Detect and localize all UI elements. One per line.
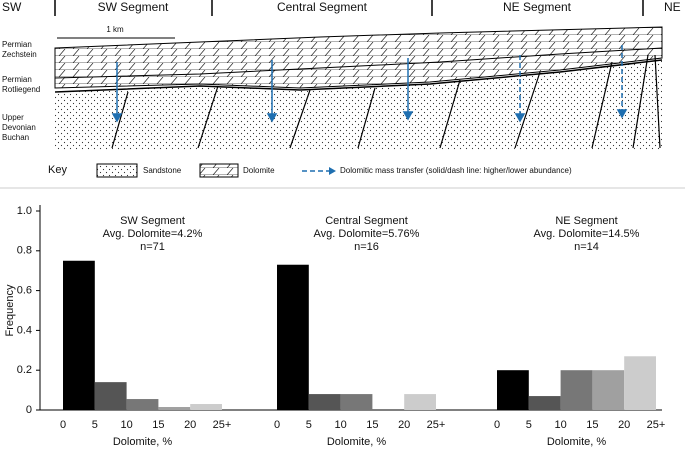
key-title: Key	[48, 164, 67, 176]
bar	[592, 370, 625, 410]
scale-label: 1 km	[106, 25, 124, 34]
bar	[277, 264, 309, 410]
y-tick-label: 0.4	[17, 324, 32, 336]
bar	[63, 260, 95, 410]
annotation: n=14	[574, 241, 599, 253]
x-tick-label: 5	[92, 419, 98, 431]
x-tick-label: 0	[60, 419, 66, 431]
bar	[340, 394, 373, 410]
y-tick-label: 1.0	[17, 205, 32, 217]
x-tick-label: 25+	[213, 419, 232, 431]
bar	[94, 382, 127, 410]
y-tick-label: 0.2	[17, 364, 32, 376]
chart-subtitle: Avg. Dolomite=14.5%	[534, 228, 640, 240]
x-tick-label: 15	[366, 419, 378, 431]
x-tick-label: 20	[618, 419, 630, 431]
bar	[190, 404, 222, 410]
x-axis-label: Dolomite, %	[113, 436, 173, 448]
bar	[497, 370, 529, 410]
segment-label: Central Segment	[277, 0, 368, 14]
y-tick-label: 0	[26, 404, 32, 416]
chart-title: NE Segment	[555, 215, 617, 227]
bar	[624, 356, 656, 410]
segment-header: SW SW Segment Central Segment NE Segment…	[2, 0, 681, 16]
annotation: n=16	[354, 241, 379, 253]
segment-label: NE	[664, 0, 681, 14]
key-item: Dolomitic mass transfer (solid/dash line…	[340, 166, 572, 175]
x-axis-label: Dolomite, %	[327, 436, 387, 448]
x-tick-label: 20	[398, 419, 410, 431]
bar	[528, 396, 561, 410]
chart-title: Central Segment	[325, 215, 408, 227]
x-tick-label: 20	[184, 419, 196, 431]
key-item: Sandstone	[143, 166, 182, 175]
x-tick-label: 5	[306, 419, 312, 431]
unit-label: Upper	[2, 113, 24, 122]
chart-subtitle: Avg. Dolomite=4.2%	[103, 228, 203, 240]
x-tick-label: 10	[120, 419, 132, 431]
bar	[560, 370, 593, 410]
chart-title: SW Segment	[120, 215, 185, 227]
x-tick-label: 25+	[427, 419, 446, 431]
cross-section: 1 km Permian Zechstein Permian Rotliegen…	[2, 25, 663, 150]
x-axis-label: Dolomite, %	[547, 436, 607, 448]
unit-label: Buchan	[2, 133, 29, 142]
x-tick-label: 10	[554, 419, 566, 431]
x-tick-label: 5	[526, 419, 532, 431]
segment-label: NE Segment	[503, 0, 572, 14]
y-axis-label: Frequency	[4, 284, 16, 336]
unit-label: Permian	[2, 40, 32, 49]
annotation: n=71	[140, 241, 165, 253]
y-tick-label: 0.6	[17, 285, 32, 297]
x-tick-label: 15	[586, 419, 598, 431]
y-tick-label: 0.8	[17, 245, 32, 257]
unit-label: Permian	[2, 75, 32, 84]
x-tick-label: 0	[494, 419, 500, 431]
unit-label: Zechstein	[2, 50, 37, 59]
unit-label: Devonian	[2, 123, 36, 132]
bar	[308, 394, 341, 410]
x-tick-label: 25+	[647, 419, 666, 431]
bar	[158, 407, 191, 410]
unit-label: Rotliegend	[2, 85, 40, 94]
segment-label: SW	[2, 0, 22, 14]
segment-label: SW Segment	[98, 0, 169, 14]
x-tick-label: 10	[334, 419, 346, 431]
x-tick-label: 15	[152, 419, 164, 431]
chart-subtitle: Avg. Dolomite=5.76%	[314, 228, 420, 240]
bar	[404, 394, 436, 410]
key-item: Dolomite	[243, 166, 275, 175]
key: Key Sandstone Dolomite Dolomitic mass tr…	[48, 163, 572, 178]
bar	[126, 399, 159, 410]
x-tick-label: 0	[274, 419, 280, 431]
